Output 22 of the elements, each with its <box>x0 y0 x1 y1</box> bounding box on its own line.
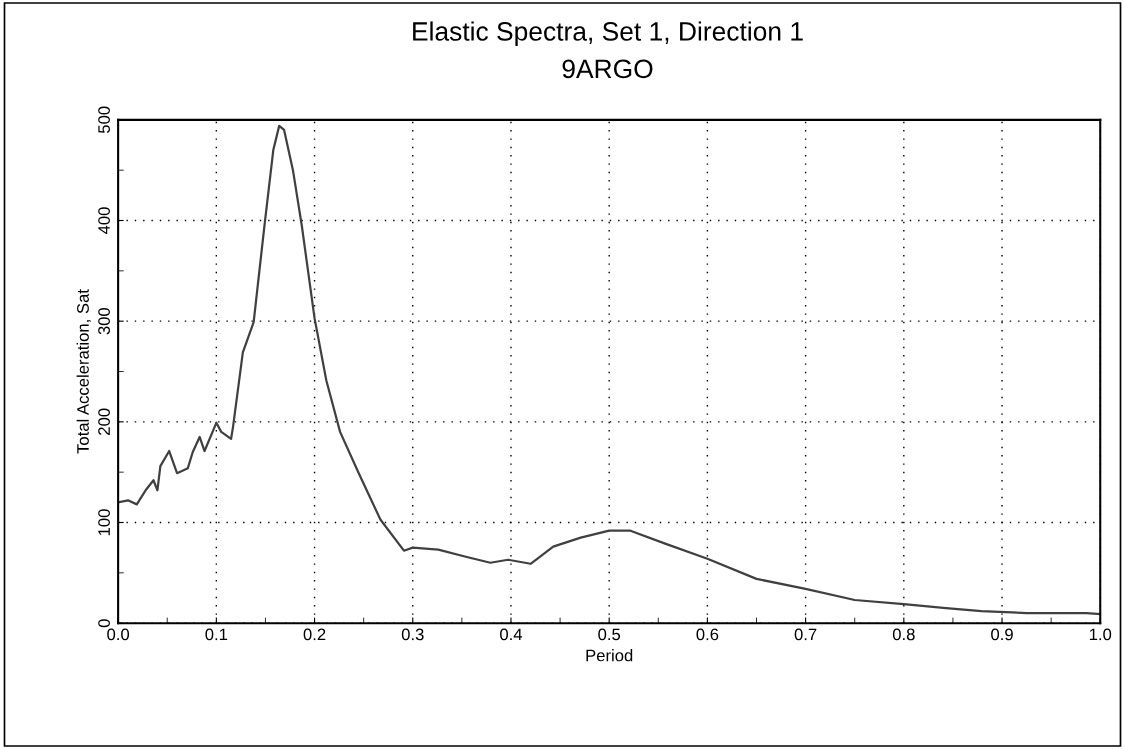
y-tick-label: 400 <box>98 207 110 235</box>
y-tick-label: 100 <box>98 509 110 536</box>
chart-subtitle: 9ARGO <box>562 59 653 79</box>
x-tick-label: 0.6 <box>696 628 719 641</box>
chart-title: Elastic Spectra, Set 1, Direction 1 <box>413 21 803 46</box>
y-tick-label: 0 <box>98 619 110 628</box>
y-tick-label: 200 <box>98 408 110 435</box>
x-tick-label: 0.0 <box>107 628 130 641</box>
x-tick-label: 0.3 <box>401 628 424 641</box>
y-tick-label: 300 <box>98 307 110 335</box>
x-tick-label: 1.0 <box>1089 628 1112 641</box>
x-tick-label: 0.1 <box>205 628 228 641</box>
x-axis-title: Period <box>586 649 633 662</box>
x-tick-label: 0.4 <box>500 628 523 641</box>
line-series <box>118 124 1101 616</box>
x-tick-label: 0.8 <box>892 628 915 641</box>
y-tick-label: 500 <box>98 106 110 134</box>
x-tick-label: 0.7 <box>794 628 817 641</box>
x-tick-label: 0.2 <box>303 628 326 641</box>
x-tick-label: 0.9 <box>991 628 1013 641</box>
y-axis-title: Total Acceleration, Sat <box>76 289 91 454</box>
x-tick-label: 0.5 <box>598 628 621 641</box>
